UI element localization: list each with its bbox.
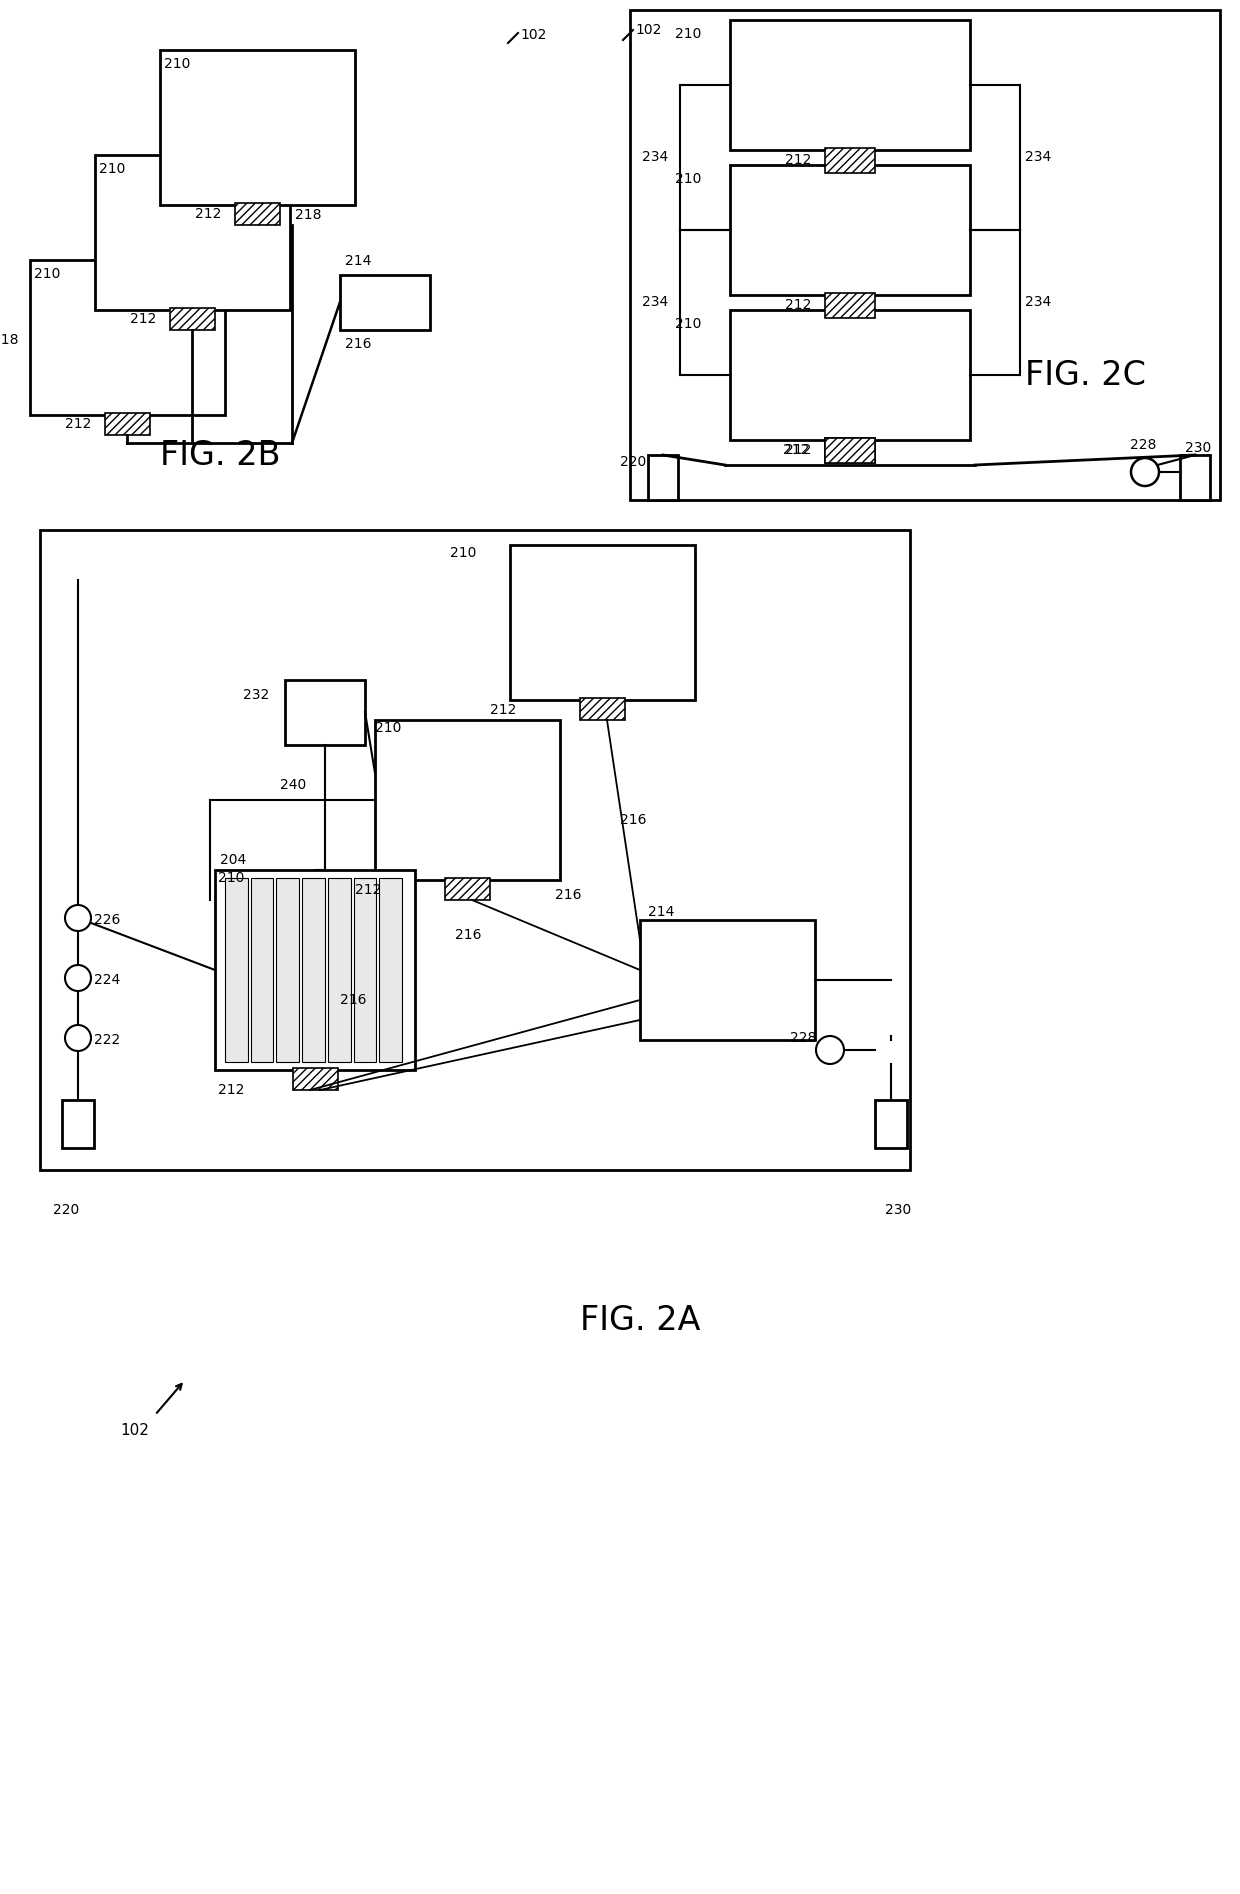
Text: FIG. 2A: FIG. 2A xyxy=(580,1303,701,1337)
Circle shape xyxy=(1131,458,1159,487)
Text: 230: 230 xyxy=(1185,441,1211,455)
Text: 212: 212 xyxy=(785,297,811,313)
Text: 210: 210 xyxy=(374,722,402,735)
Circle shape xyxy=(64,966,91,991)
Bar xyxy=(825,148,875,172)
Text: 216: 216 xyxy=(455,928,481,941)
Bar xyxy=(285,680,365,744)
Text: 212: 212 xyxy=(355,883,382,898)
Text: 216: 216 xyxy=(556,888,582,902)
Bar xyxy=(374,720,560,881)
Bar xyxy=(580,699,625,720)
Text: 212: 212 xyxy=(785,443,811,456)
Text: 212: 212 xyxy=(490,703,516,718)
Text: 212: 212 xyxy=(195,206,222,222)
Bar xyxy=(875,1100,906,1148)
Bar xyxy=(825,294,875,318)
Bar xyxy=(40,530,910,1170)
Text: 204: 204 xyxy=(219,852,247,867)
Text: 212: 212 xyxy=(130,313,156,326)
Text: 220: 220 xyxy=(53,1203,79,1218)
Text: 226: 226 xyxy=(94,913,120,926)
Text: 212: 212 xyxy=(785,153,811,167)
Text: 230: 230 xyxy=(885,1203,911,1218)
Bar xyxy=(510,545,694,701)
Bar xyxy=(95,155,290,311)
Bar xyxy=(293,1068,339,1091)
Bar xyxy=(730,165,970,295)
Bar xyxy=(327,879,351,1063)
Text: 102: 102 xyxy=(520,28,547,42)
Text: 218: 218 xyxy=(295,208,321,222)
Bar xyxy=(340,275,430,330)
Text: 228: 228 xyxy=(790,1030,816,1045)
Text: 102: 102 xyxy=(635,23,661,38)
Bar xyxy=(277,879,299,1063)
Bar xyxy=(730,21,970,150)
Bar xyxy=(30,259,224,415)
Text: 210: 210 xyxy=(33,267,61,280)
Bar xyxy=(825,438,875,462)
Bar xyxy=(105,413,150,436)
Bar xyxy=(170,309,215,330)
Bar xyxy=(730,311,970,439)
Text: FIG. 2B: FIG. 2B xyxy=(160,439,280,472)
Text: 212: 212 xyxy=(64,417,92,432)
Text: 240: 240 xyxy=(280,778,306,792)
Text: 210: 210 xyxy=(218,871,244,884)
Bar xyxy=(640,920,815,1040)
Text: 210: 210 xyxy=(99,163,125,176)
Bar xyxy=(379,879,402,1063)
Text: 234: 234 xyxy=(642,150,668,165)
Text: 216: 216 xyxy=(345,337,372,350)
Bar xyxy=(236,203,280,225)
Bar xyxy=(353,879,376,1063)
Text: 220: 220 xyxy=(620,455,646,470)
Text: 222: 222 xyxy=(94,1032,120,1047)
Bar xyxy=(1180,455,1210,500)
Text: 210: 210 xyxy=(164,57,191,70)
Text: 214: 214 xyxy=(345,254,371,267)
Text: 214: 214 xyxy=(649,905,675,919)
Text: 216: 216 xyxy=(620,813,646,828)
Text: 232: 232 xyxy=(243,688,269,703)
Text: FIG. 2C: FIG. 2C xyxy=(1024,358,1146,392)
Text: 102: 102 xyxy=(120,1422,149,1438)
Bar xyxy=(215,869,415,1070)
Circle shape xyxy=(64,905,91,932)
Text: 210: 210 xyxy=(675,316,702,331)
Text: 210: 210 xyxy=(675,27,702,42)
Text: 218: 218 xyxy=(0,333,19,347)
Bar xyxy=(250,879,274,1063)
Circle shape xyxy=(816,1036,844,1064)
Bar xyxy=(445,879,490,900)
Bar xyxy=(62,1100,94,1148)
Text: 210: 210 xyxy=(450,545,476,561)
Text: 210: 210 xyxy=(675,172,702,186)
Bar xyxy=(649,455,678,500)
Bar xyxy=(825,438,875,462)
Text: 234: 234 xyxy=(642,295,668,309)
Bar xyxy=(630,9,1220,500)
Bar xyxy=(160,49,355,205)
Text: 212: 212 xyxy=(782,443,810,456)
Text: 212: 212 xyxy=(218,1083,244,1097)
Circle shape xyxy=(64,1025,91,1051)
Text: 224: 224 xyxy=(94,974,120,987)
Text: 216: 216 xyxy=(340,992,367,1008)
Bar xyxy=(303,879,325,1063)
Bar xyxy=(224,879,248,1063)
Text: 228: 228 xyxy=(1130,438,1157,453)
Text: 234: 234 xyxy=(1025,295,1052,309)
Text: 234: 234 xyxy=(1025,150,1052,165)
